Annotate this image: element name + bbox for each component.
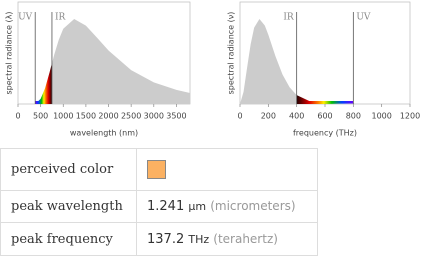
x-tick-label: 400 bbox=[289, 112, 304, 121]
x-tick-label: 500 bbox=[33, 112, 48, 121]
value: 1.241 bbox=[147, 199, 185, 214]
visible-strip bbox=[296, 101, 354, 104]
result-table: perceived color peak wavelength 1.241 µm… bbox=[0, 148, 318, 256]
x-tick-label: 2000 bbox=[98, 112, 118, 121]
x-tick-label: 0 bbox=[15, 112, 20, 121]
x-tick-label: 3000 bbox=[144, 112, 164, 121]
x-tick-label: 1500 bbox=[76, 112, 96, 121]
area bbox=[31, 19, 190, 104]
x-tick-label: 1200 bbox=[400, 112, 420, 121]
value: 137.2 bbox=[147, 231, 185, 247]
x-tick-label: 200 bbox=[261, 112, 276, 121]
x-tick-label: 800 bbox=[346, 112, 361, 121]
row-label: peak frequency bbox=[0, 222, 137, 256]
table-row: peak wavelength 1.241 µm (micrometers) bbox=[0, 190, 318, 223]
unit: µm bbox=[188, 200, 207, 213]
y-axis-label: spectral radiance (ν) bbox=[227, 12, 236, 95]
x-tick-label: 600 bbox=[317, 112, 332, 121]
table-row: perceived color bbox=[0, 148, 318, 191]
row-value: 1.241 µm (micrometers) bbox=[136, 190, 318, 223]
region-label: UV bbox=[18, 13, 33, 23]
region-label: IR bbox=[55, 13, 66, 23]
x-tick-label: 1000 bbox=[371, 112, 391, 121]
x-tick-label: 1000 bbox=[53, 112, 73, 121]
row-label: peak wavelength bbox=[0, 190, 137, 223]
visible-band bbox=[296, 19, 354, 104]
row-label: perceived color bbox=[0, 148, 137, 191]
area bbox=[240, 19, 410, 104]
region-label: UV bbox=[356, 13, 371, 23]
visible-strip bbox=[35, 101, 52, 104]
table-row: peak frequency 137.2 THz (terahertz) bbox=[0, 222, 318, 256]
visible-band bbox=[35, 19, 52, 104]
x-tick-label: 3500 bbox=[166, 112, 186, 121]
x-axis-label: wavelength (nm) bbox=[70, 129, 138, 138]
unit-name: (micrometers) bbox=[210, 199, 296, 213]
color-swatch bbox=[147, 160, 166, 179]
x-tick-label: 2500 bbox=[121, 112, 141, 121]
unit: THz bbox=[188, 232, 210, 246]
unit-name: (terahertz) bbox=[213, 231, 278, 246]
x-tick-label: 0 bbox=[237, 112, 242, 121]
charts: UV IR0 500 1000 1500 2000 2500 3000 3500waveleng… bbox=[5, 1, 420, 138]
y-axis-label: spectral radiance (λ) bbox=[5, 12, 14, 95]
region-label: IR bbox=[283, 13, 294, 23]
x-axis-label: frequency (THz) bbox=[293, 129, 357, 138]
row-value bbox=[136, 148, 318, 191]
row-value: 137.2 THz (terahertz) bbox=[136, 222, 318, 256]
